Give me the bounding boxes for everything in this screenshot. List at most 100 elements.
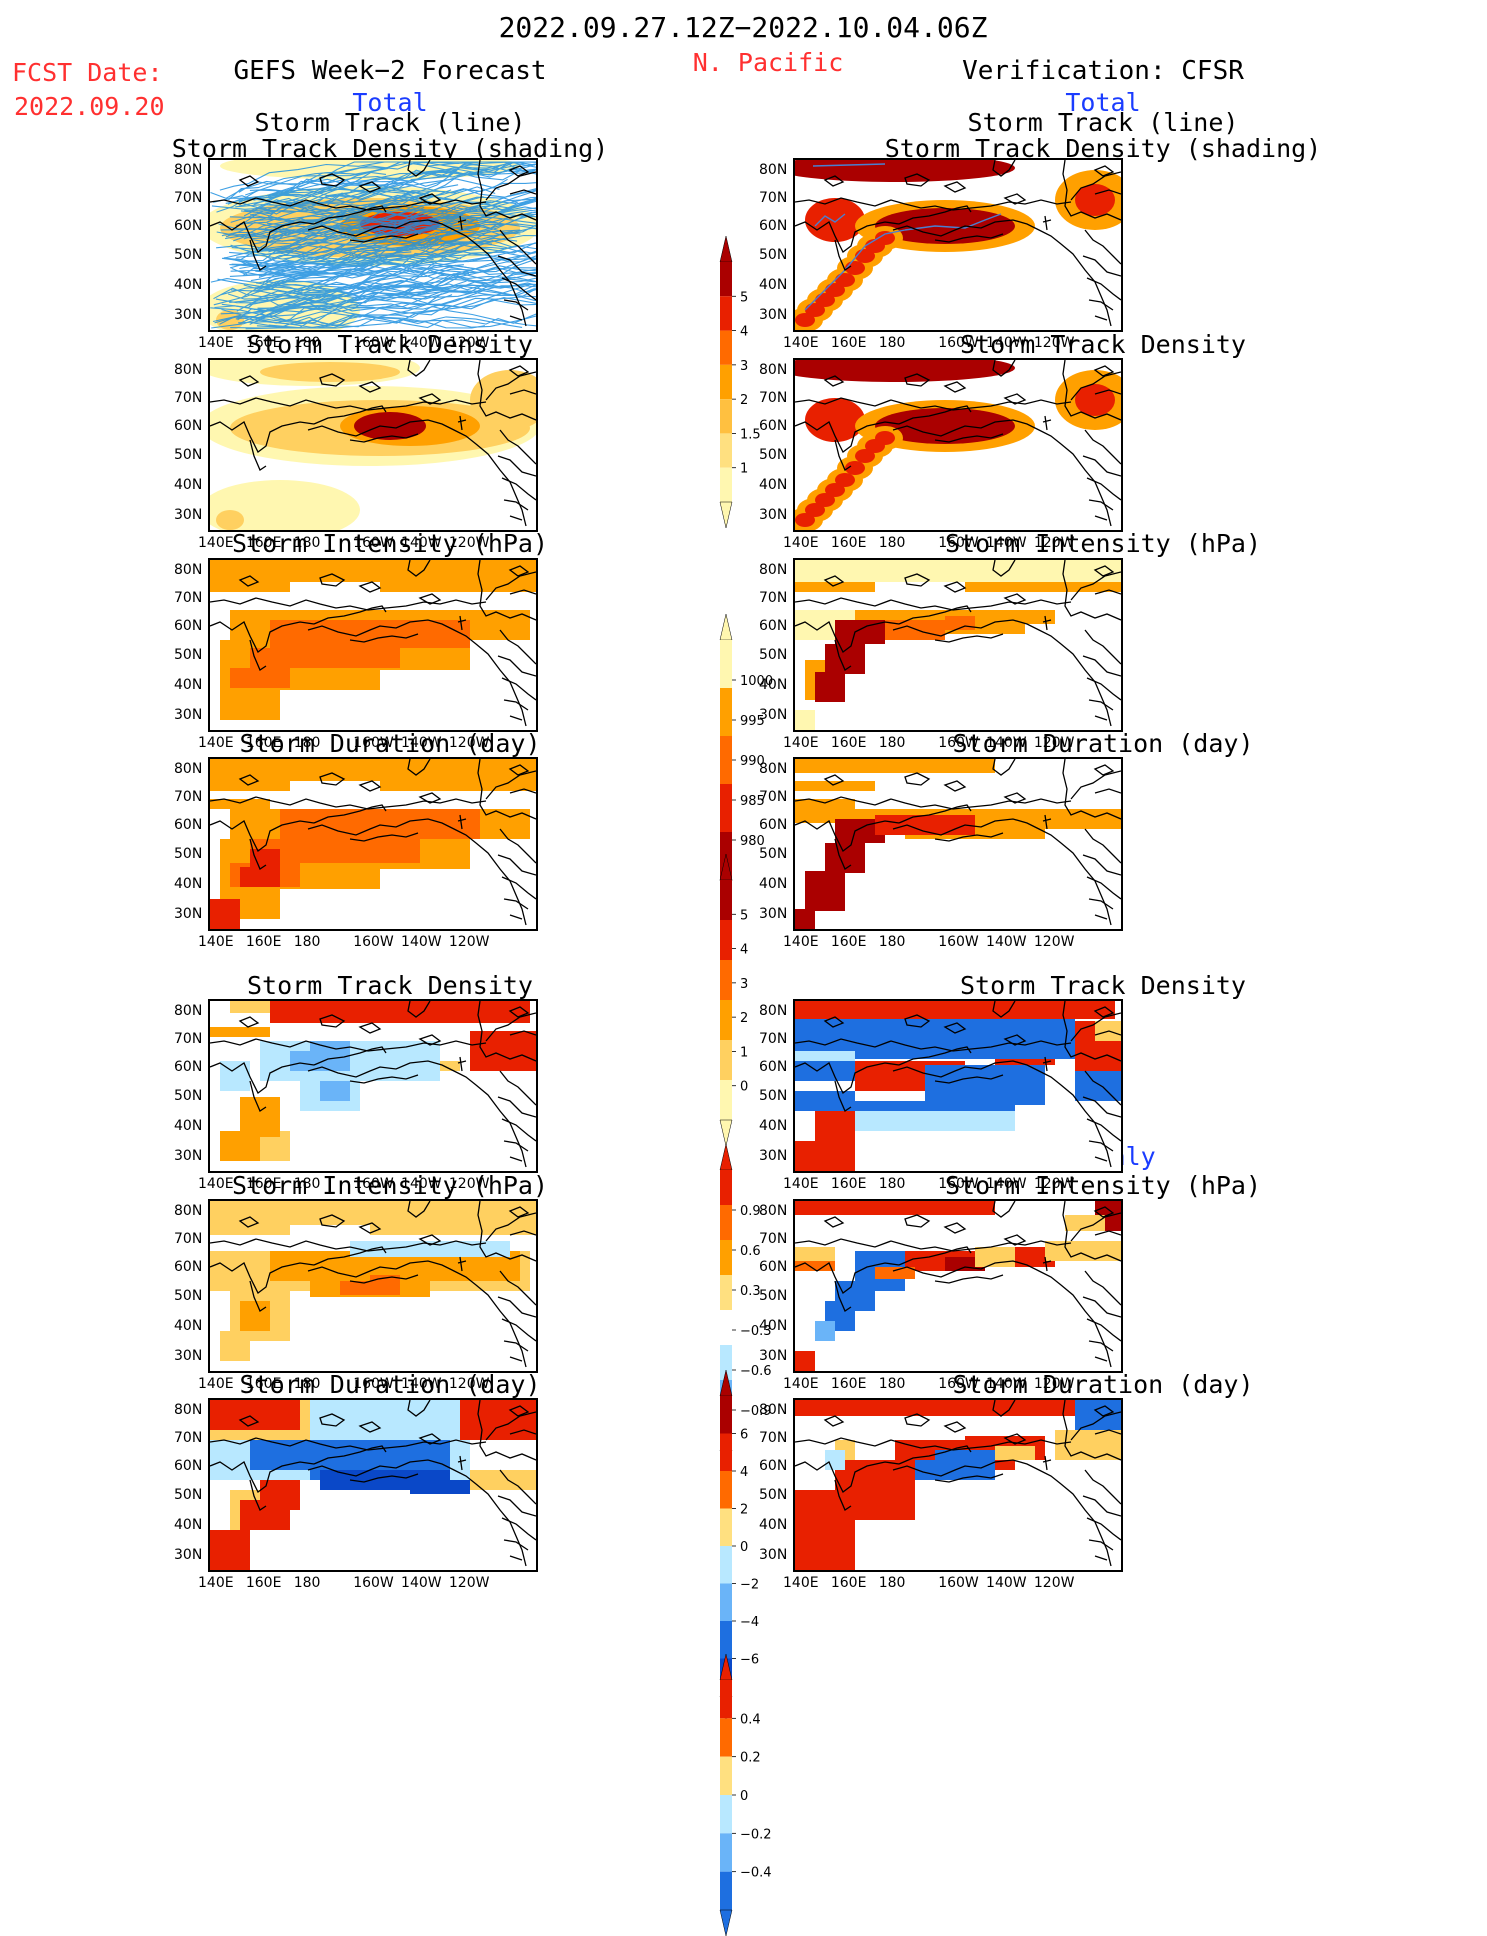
lat-tick-label: 70N [174,190,203,207]
panel-title: Storm Duration (day) [239,729,541,758]
lon-tick-label: 140W [986,1176,1027,1192]
colorbar-label: −4 [740,1615,759,1630]
lon-tick-label: 180 [878,1376,906,1392]
lon-tick-label: 160E [245,1575,282,1591]
lat-tick-label: 80N [759,562,788,579]
map-panel-2-R [793,558,1123,732]
lat-tick-label: 70N [174,1430,203,1447]
lon-tick-label: 160W [353,934,394,950]
panel-title: Storm Duration (day) [952,1370,1254,1399]
colorbar-arrow-bottom [719,1119,733,1146]
colorbar-label: −0.2 [740,1827,772,1842]
lat-tick-label: 50N [174,1088,203,1105]
lon-tick-label: 140E [783,934,819,950]
lon-tick-label: 140E [198,1376,234,1392]
colorbar-label: 4 [740,943,748,958]
lon-tick-label: 140E [783,335,819,351]
panel-title: Storm Track (line) [967,108,1239,137]
lat-tick-label: 70N [174,1231,203,1248]
colorbar-label: 5 [740,908,748,923]
map-panel-1-L [208,358,538,532]
lon-tick-label: 160E [830,1176,867,1192]
lat-tick-label: 70N [759,1430,788,1447]
lon-tick-label: 180 [878,1176,906,1192]
colorbar-segment [720,1471,732,1509]
colorbar-segment [720,1240,732,1275]
lat-tick-label: 30N [759,306,788,323]
lat-tick-label: 50N [759,1088,788,1105]
colorbar-label: −2 [740,1578,759,1593]
lon-tick-label: 120W [448,934,490,950]
lon-tick-label: 160W [938,934,979,950]
colorbar-segment [720,688,732,736]
lon-tick-label: 140E [783,735,819,751]
lat-tick-label: 40N [174,1517,203,1534]
colorbar-segment [720,1040,732,1080]
lon-tick-label: 140W [986,934,1027,950]
lon-tick-label: 140W [986,1575,1027,1591]
lat-tick-label: 30N [759,706,788,723]
colorbar-segment [720,1718,732,1757]
lon-tick-label: 140E [783,1176,819,1192]
lat-tick-label: 50N [759,247,788,264]
fcst-date-label: FCST Date: [12,58,163,87]
lat-tick-label: 40N [759,1517,788,1534]
colorbar-label: 2 [740,393,748,408]
colorbar-label: 980 [740,834,765,849]
map-panel-4-R [793,999,1123,1173]
lon-tick-label: 180 [293,1376,321,1392]
lat-tick-label: 40N [759,277,788,294]
lat-tick-label: 40N [174,677,203,694]
lat-tick-label: 30N [174,506,203,523]
panel-title: Storm Track Density (shading) [171,134,609,163]
panel-title: Storm Track Density [960,971,1246,1000]
lat-tick-label: 60N [174,1457,203,1474]
lon-tick-label: 120W [448,735,490,751]
lon-tick-label: 180 [293,735,321,751]
colorbar-label: 1.5 [740,427,761,442]
lon-tick-label: 140W [986,1376,1027,1392]
colorbar-arrow-top [719,236,733,263]
lat-tick-label: 80N [759,1402,788,1419]
lon-tick-label: 140E [783,535,819,551]
period-title: 2022.09.27.12Z−2022.10.04.06Z [498,11,988,44]
lon-tick-label: 160E [830,934,867,950]
colorbar-label: 0 [740,1080,748,1095]
colorbar-segment [720,364,732,400]
lon-tick-label: 160E [245,1176,282,1192]
lat-tick-label: 70N [174,789,203,806]
lat-tick-label: 80N [174,1003,203,1020]
lon-tick-label: 180 [878,735,906,751]
map-panel-0-L [208,158,538,332]
colorbar-segment [720,467,732,502]
colorbar: 5 4 3 2 1 0 [712,854,822,1146]
colorbar-label: 4 [740,325,748,340]
lat-tick-label: 40N [174,477,203,494]
lat-tick-label: 50N [759,647,788,664]
colorbar: 5 4 3 2 1.5 1 [712,236,822,528]
colorbar-label: −0.9 [740,1404,772,1419]
lon-tick-label: 140E [198,535,234,551]
colorbar-label: 4 [740,1465,748,1480]
panel-title: Storm Intensity (hPa) [944,1171,1262,1200]
lon-tick-label: 160E [245,335,282,351]
lat-tick-label: 50N [174,647,203,664]
storm-track-lines [804,163,1002,311]
lon-tick-label: 160W [353,1176,394,1192]
colorbar-label: 990 [740,754,765,769]
lon-tick-label: 140W [401,735,442,751]
coastline [795,160,1121,327]
lon-tick-label: 180 [878,934,906,950]
lat-tick-label: 80N [174,562,203,579]
lon-tick-label: 160E [830,1376,867,1392]
colorbar-segment [720,1871,732,1910]
lat-tick-label: 80N [759,362,788,379]
colorbar-segment [720,1310,732,1345]
map-panel-2-L [208,558,538,732]
colorbar-segment [720,1833,732,1872]
colorbar-segment [720,1275,732,1310]
coastline [795,1001,1121,1168]
lat-tick-label: 60N [174,617,203,634]
panel-title: Storm Track Density [247,971,533,1000]
lon-tick-label: 160W [353,535,394,551]
